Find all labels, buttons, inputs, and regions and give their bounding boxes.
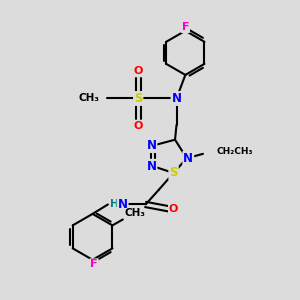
Text: N: N — [146, 160, 157, 173]
Text: O: O — [134, 121, 143, 130]
Text: F: F — [182, 22, 189, 32]
Text: N: N — [183, 152, 193, 165]
Text: N: N — [118, 198, 128, 211]
Text: S: S — [134, 92, 142, 105]
Text: O: O — [134, 66, 143, 76]
Text: CH₂CH₃: CH₂CH₃ — [216, 147, 253, 156]
Text: CH₃: CH₃ — [78, 94, 99, 103]
Text: O: O — [169, 204, 178, 214]
Text: CH₃: CH₃ — [124, 208, 145, 218]
Text: N: N — [146, 139, 157, 152]
Text: S: S — [169, 167, 178, 179]
Text: H: H — [110, 200, 119, 209]
Text: N: N — [172, 92, 182, 105]
Text: F: F — [90, 259, 98, 269]
